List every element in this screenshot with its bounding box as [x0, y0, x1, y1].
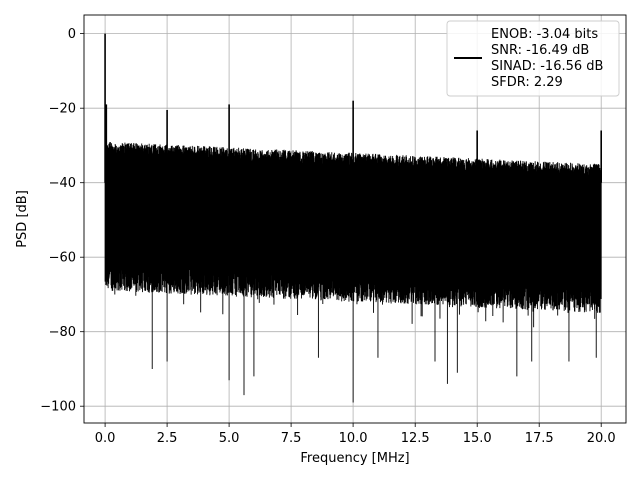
noise-floor-trace — [104, 142, 602, 403]
y-tick-label: −80 — [49, 325, 76, 340]
legend-line-sfdr: SFDR: 2.29 — [491, 75, 563, 90]
axis-ticks: 0.0 2.5 5.0 7.5 10.0 12.5 15.0 17.5 20.0 0 −20 −40 −… — [40, 27, 615, 446]
y-tick-label: −100 — [40, 400, 76, 415]
legend-line-enob: ENOB: -3.04 bits — [491, 27, 598, 42]
x-tick-label: 7.5 — [281, 431, 302, 446]
x-tick-label: 10.0 — [339, 431, 368, 446]
psd-trace — [104, 33, 602, 403]
y-tick-label: −20 — [49, 102, 76, 117]
x-axis-label: Frequency [MHz] — [300, 451, 409, 466]
legend-line-sinad: SINAD: -16.56 dB — [491, 59, 603, 74]
legend: ENOB: -3.04 bits SNR: -16.49 dB SINAD: -… — [446, 20, 620, 97]
y-tick-label: −40 — [49, 176, 76, 191]
x-tick-label: 5.0 — [219, 431, 240, 446]
x-tick-label: 20.0 — [587, 431, 616, 446]
x-tick-label: 12.5 — [401, 431, 430, 446]
y-tick-label: −60 — [49, 251, 76, 266]
legend-box — [446, 20, 620, 97]
y-tick-label: 0 — [68, 27, 76, 42]
y-axis-label: PSD [dB] — [15, 190, 30, 248]
x-tick-label: 17.5 — [525, 431, 554, 446]
legend-line-snr: SNR: -16.49 dB — [491, 43, 589, 58]
plot-frame — [83, 14, 627, 424]
x-tick-label: 2.5 — [157, 431, 178, 446]
x-tick-label: 0.0 — [95, 431, 116, 446]
x-tick-label: 15.0 — [463, 431, 492, 446]
